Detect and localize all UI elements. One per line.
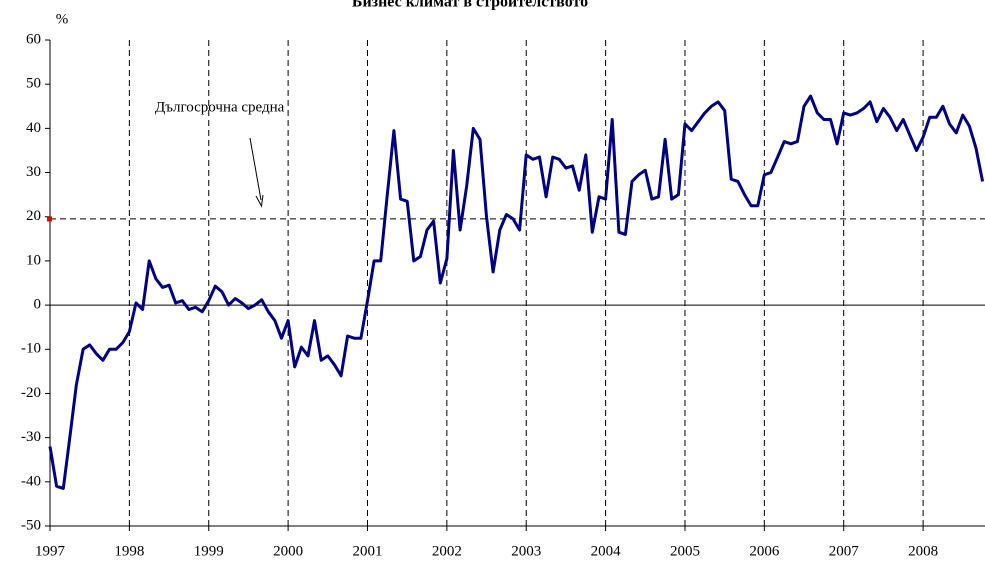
y-tick-label: 20 bbox=[26, 208, 41, 224]
x-tick-label: 1999 bbox=[194, 543, 224, 559]
arrow-head bbox=[255, 194, 264, 208]
x-tick-label: 1997 bbox=[35, 543, 66, 559]
y-tick-label: -50 bbox=[21, 517, 41, 533]
y-tick-label: 60 bbox=[26, 31, 41, 47]
x-tick-label: 2005 bbox=[670, 543, 700, 559]
y-tick-label: 30 bbox=[26, 164, 41, 180]
x-tick-label: 2000 bbox=[273, 543, 303, 559]
annotation-arrow bbox=[249, 137, 262, 201]
x-tick-label: 2003 bbox=[511, 543, 541, 559]
x-tick-label: 2004 bbox=[591, 543, 622, 559]
x-tick-label: 2006 bbox=[749, 543, 780, 559]
annotation: Дългосрочна средна bbox=[155, 99, 285, 115]
y-tick-label: -20 bbox=[21, 385, 41, 401]
y-tick-label: 50 bbox=[26, 76, 41, 92]
data-line bbox=[48, 94, 985, 490]
y-tick-label: -40 bbox=[21, 473, 41, 489]
x-tick-label: 2001 bbox=[352, 543, 382, 559]
x-tick-label: 2002 bbox=[432, 543, 462, 559]
x-tick-label: 1998 bbox=[114, 543, 144, 559]
y-tick-label: -10 bbox=[21, 341, 41, 357]
y-tick-label: 0 bbox=[34, 297, 42, 313]
y-tick-label: 10 bbox=[26, 252, 41, 268]
y-axis-label: % bbox=[56, 11, 69, 27]
x-tick-label: 2008 bbox=[908, 543, 938, 559]
y-tick-label: 40 bbox=[26, 120, 41, 136]
y-tick-label: -30 bbox=[21, 429, 41, 445]
chart-title: Бизнес климат в строителството bbox=[352, 0, 588, 11]
average-marker bbox=[47, 216, 52, 222]
x-tick-label: 2007 bbox=[829, 543, 860, 559]
